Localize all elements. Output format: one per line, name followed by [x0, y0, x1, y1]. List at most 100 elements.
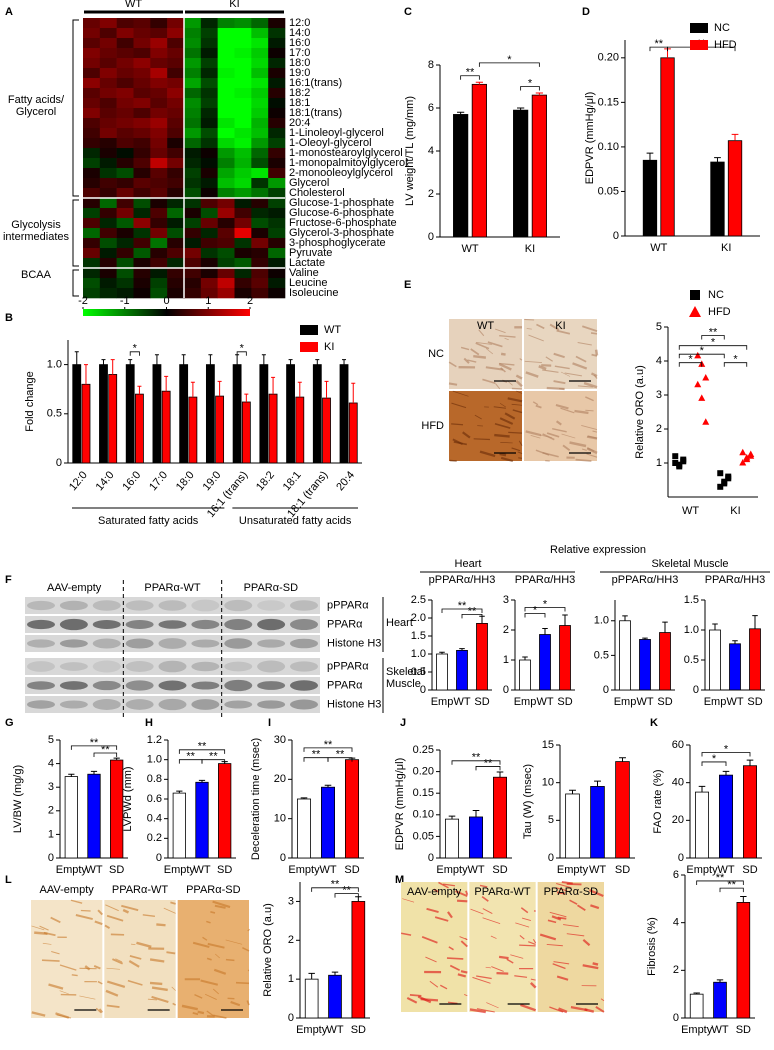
- bar: [351, 901, 366, 1019]
- heatmap-cell: [184, 58, 202, 69]
- heatmap-cell: [167, 38, 185, 49]
- x-tick-label: 19:0: [201, 469, 224, 493]
- heatmap-cell: [234, 18, 252, 29]
- point: [694, 380, 702, 388]
- heatmap-cell: [116, 188, 134, 199]
- heatmap-cell: [184, 218, 202, 229]
- heatmap-cell: [167, 178, 185, 189]
- histology-texture: [554, 365, 570, 370]
- significance-label: *: [688, 354, 693, 366]
- histology-texture: [561, 881, 573, 885]
- bar: [215, 395, 225, 464]
- significance-label: *: [528, 77, 533, 89]
- heatmap-cell: [234, 38, 252, 49]
- histology-texture: [582, 964, 599, 970]
- histology-texture: [105, 904, 119, 912]
- histology-texture: [542, 369, 559, 373]
- image-row-label: NC: [428, 348, 444, 360]
- y-tick-label: 1.5: [684, 594, 699, 606]
- heatmap-cell: [234, 188, 252, 199]
- histology-texture: [556, 329, 571, 335]
- histology-texture: [495, 328, 506, 334]
- histology-texture: [128, 960, 140, 968]
- bar: [659, 632, 671, 691]
- x-tick-label: WT: [717, 864, 734, 876]
- chart-title: pPPARα/HH3: [429, 574, 496, 586]
- bar: [619, 620, 631, 691]
- blot-band: [224, 700, 253, 709]
- significance-bracket: [520, 86, 540, 91]
- heatmap-cell: [234, 138, 252, 149]
- histology-texture: [55, 1012, 70, 1019]
- error-bar: [698, 785, 706, 793]
- bar: [456, 650, 468, 691]
- panel-letter: K: [650, 717, 658, 729]
- heatmap-cell: [133, 198, 151, 209]
- heatmap-cell: [200, 258, 218, 269]
- histology-texture: [197, 1010, 205, 1015]
- histology-texture: [420, 998, 439, 1002]
- histology-texture: [584, 1008, 595, 1013]
- heatmap-cell: [99, 28, 117, 39]
- heatmap-cell: [83, 48, 101, 59]
- histology-texture: [434, 916, 449, 922]
- blot-band: [257, 681, 286, 690]
- heatmap-cell: [150, 28, 168, 39]
- y-tick-label: 0.05: [598, 185, 619, 197]
- heatmap-cell: [150, 258, 168, 269]
- bar: [218, 763, 232, 859]
- bar: [135, 393, 144, 464]
- heatmap-cell: [234, 288, 252, 299]
- row-label: 1-Oleoyl-glycerol: [289, 137, 372, 149]
- heatmap-cell: [234, 68, 252, 79]
- error-bar: [472, 809, 480, 817]
- band-label: pPPARα: [327, 599, 369, 611]
- histology-texture: [555, 403, 569, 410]
- y-tick-label: 0.10: [598, 141, 619, 153]
- significance-bracket: [460, 75, 480, 80]
- histology-texture: [426, 907, 439, 914]
- histology-texture: [556, 883, 572, 889]
- y-tick-label: 2: [503, 624, 509, 636]
- histology-texture: [51, 951, 60, 955]
- blot-band: [92, 660, 121, 673]
- x-tick-label: KI: [721, 242, 731, 254]
- heatmap-cell: [99, 148, 117, 159]
- histology-image: [31, 900, 103, 1018]
- image-column-label: KI: [555, 320, 565, 332]
- histology-texture: [451, 402, 467, 409]
- heatmap-cell: [184, 278, 202, 289]
- histology-texture: [511, 403, 523, 406]
- heatmap-cell: [268, 178, 286, 189]
- heatmap-cell: [133, 188, 151, 199]
- error-bar: [517, 107, 525, 111]
- heatmap-cell: [268, 288, 286, 299]
- bar: [108, 374, 118, 464]
- heatmap-cell: [150, 218, 168, 229]
- expression-header: Relative expression: [550, 544, 646, 556]
- histology-texture: [448, 946, 454, 951]
- error-bar: [315, 359, 320, 365]
- heatmap-cell: [83, 118, 101, 129]
- histology-texture: [575, 458, 592, 462]
- heatmap-cell: [99, 278, 117, 289]
- histology-texture: [476, 342, 492, 345]
- blot-band: [290, 661, 318, 672]
- error-bar: [331, 971, 339, 976]
- row-label: 16:0: [289, 37, 310, 49]
- y-tick-label: 40: [672, 777, 684, 789]
- row-label: Glycerol-3-phosphate: [289, 227, 394, 239]
- bar: [559, 625, 571, 691]
- error-bar: [137, 385, 142, 395]
- heatmap-cell: [133, 248, 151, 259]
- row-label: 2-monooleoylglycerol: [289, 167, 393, 179]
- histology-texture: [581, 448, 587, 451]
- bar: [743, 765, 758, 859]
- bar: [531, 94, 547, 238]
- histology-image: [449, 391, 522, 461]
- heatmap-cell: [150, 268, 168, 279]
- heatmap-cell: [150, 248, 168, 259]
- heatmap-cell: [116, 128, 134, 139]
- bar: [736, 902, 751, 1019]
- blot-band: [290, 618, 318, 631]
